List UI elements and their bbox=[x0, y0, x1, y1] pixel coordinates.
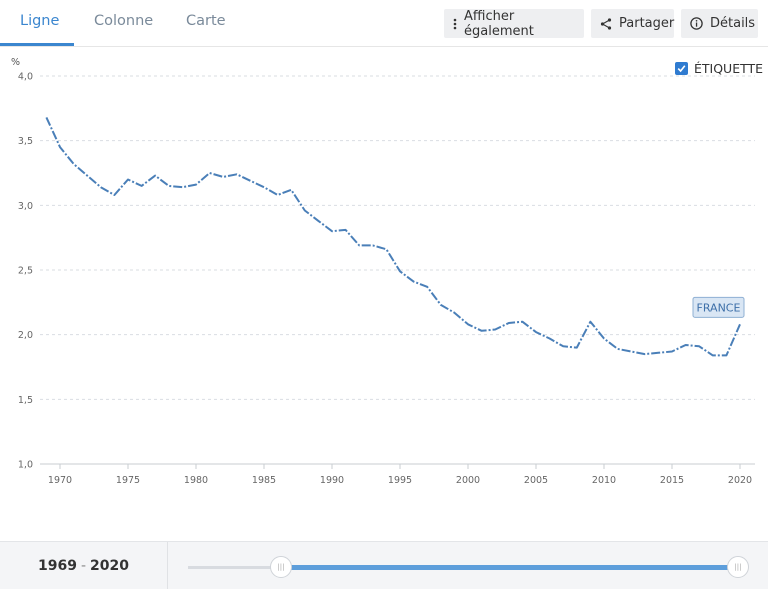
share-icon bbox=[600, 17, 612, 30]
x-tick-label: 1980 bbox=[184, 475, 208, 486]
y-tick-label: 2,0 bbox=[18, 330, 33, 341]
info-icon bbox=[690, 17, 703, 30]
details-label: Détails bbox=[710, 16, 756, 31]
line-chart: 4,0 3,5 3,0 2,5 2,0 1,5 1,0 1970 1975 1980 1985 199… bbox=[11, 57, 755, 486]
series-label-badge bbox=[692, 296, 745, 318]
label-toggle-text: ÉTIQUETTE bbox=[694, 61, 764, 76]
x-tick-label: 1990 bbox=[320, 475, 344, 486]
share-button[interactable]: Partager bbox=[591, 9, 674, 38]
tab-colonne[interactable]: Colonne bbox=[94, 13, 154, 29]
share-label: Partager bbox=[619, 16, 675, 31]
series-line-france bbox=[45, 116, 741, 357]
range-start-handle[interactable]: ||| bbox=[270, 556, 292, 578]
grip-icon: ||| bbox=[734, 563, 742, 571]
top-toolbar: Ligne Colonne Carte Afficher également P… bbox=[0, 0, 768, 47]
tab-ligne[interactable]: Ligne bbox=[20, 13, 60, 29]
grip-icon: ||| bbox=[277, 563, 285, 571]
series-label-text: FRANCE bbox=[697, 301, 741, 314]
tab-carte[interactable]: Carte bbox=[186, 13, 226, 29]
range-slider-selection[interactable] bbox=[281, 565, 738, 570]
range-start: 1969 bbox=[38, 557, 77, 574]
show-also-button[interactable]: Afficher également bbox=[444, 8, 584, 39]
x-tick-label: 1995 bbox=[388, 475, 412, 486]
y-tick-label: 3,5 bbox=[18, 136, 33, 147]
range-label: 1969 - 2020 bbox=[0, 542, 168, 589]
y-tick-label: 3,0 bbox=[18, 201, 33, 212]
show-also-label: Afficher également bbox=[464, 8, 534, 39]
y-tick-label: 2,5 bbox=[18, 266, 33, 277]
x-tick-label: 1975 bbox=[116, 475, 140, 486]
range-end: 2020 bbox=[90, 557, 129, 574]
range-separator: - bbox=[80, 557, 87, 574]
checkbox-checked-icon[interactable] bbox=[675, 62, 688, 75]
y-tick-label: 4,0 bbox=[18, 72, 33, 83]
more-vertical-icon bbox=[453, 18, 457, 30]
range-end-handle[interactable]: ||| bbox=[727, 556, 749, 578]
x-tick-label: 2000 bbox=[456, 475, 480, 486]
y-tick-label: 1,0 bbox=[18, 460, 33, 471]
x-tick-label: 1985 bbox=[252, 475, 276, 486]
x-tick-label: 2020 bbox=[728, 475, 752, 486]
x-tick-label: 2005 bbox=[524, 475, 548, 486]
y-axis-label: % bbox=[11, 57, 20, 68]
details-button[interactable]: Détails bbox=[681, 9, 758, 38]
y-tick-label: 1,5 bbox=[18, 395, 33, 406]
x-tick-label: 2015 bbox=[660, 475, 684, 486]
range-bar: 1969 - 2020 ||| ||| bbox=[0, 541, 768, 589]
x-tick-label: 2010 bbox=[592, 475, 616, 486]
x-tick-label: 1970 bbox=[48, 475, 72, 486]
active-tab-indicator bbox=[0, 43, 74, 46]
label-toggle[interactable]: ÉTIQUETTE bbox=[675, 61, 763, 76]
